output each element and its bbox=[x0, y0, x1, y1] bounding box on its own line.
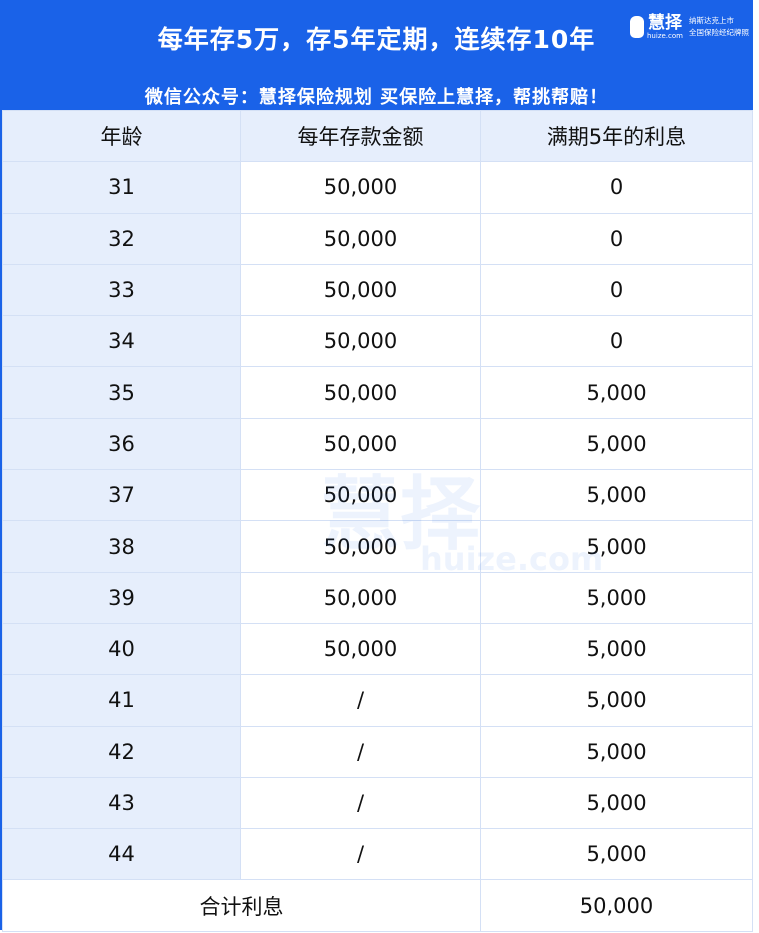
interest-cell: 5,000 bbox=[480, 571, 753, 624]
deposit-cell: 50,000 bbox=[240, 571, 481, 624]
table-row: 31 50,000 0 bbox=[2, 161, 753, 214]
interest-cell: 5,000 bbox=[480, 520, 753, 573]
logo-tag-1: 纳斯达克上市 bbox=[688, 16, 734, 25]
age-cell: 33 bbox=[2, 263, 241, 317]
table-row: 38 50,000 5,000 bbox=[2, 520, 753, 573]
logo-tag-2: 全国保险经纪牌照 bbox=[688, 28, 749, 37]
interest-cell: 5,000 bbox=[480, 417, 753, 471]
age-cell: 44 bbox=[2, 828, 241, 881]
age-cell: 34 bbox=[2, 315, 241, 368]
interest-cell: 0 bbox=[480, 212, 753, 265]
deposit-cell: / bbox=[240, 828, 481, 881]
logo: 慧择 huize.com 纳斯达克上市 全国保险经纪牌照 bbox=[630, 14, 749, 40]
deposit-cell: 50,000 bbox=[240, 315, 481, 368]
deposit-cell: 50,000 bbox=[240, 212, 481, 265]
age-cell: 37 bbox=[2, 469, 241, 522]
table-row: 37 50,000 5,000 bbox=[2, 469, 753, 522]
age-cell: 31 bbox=[2, 161, 241, 214]
age-cell: 42 bbox=[2, 725, 241, 778]
age-cell: 36 bbox=[2, 417, 241, 471]
age-cell: 43 bbox=[2, 776, 241, 830]
interest-cell: 0 bbox=[480, 161, 753, 214]
deposit-cell: 50,000 bbox=[240, 417, 481, 471]
subtitle: 微信公众号：慧择保险规划 买保险上慧择，帮挑帮赔！ bbox=[144, 87, 609, 108]
table-row: 35 50,000 5,000 bbox=[2, 366, 753, 419]
table-row: 34 50,000 0 bbox=[2, 315, 753, 368]
age-cell: 41 bbox=[2, 674, 241, 727]
header-row: 年龄 每年存款金额 满期5年的利息 bbox=[2, 109, 753, 163]
age-cell: 40 bbox=[2, 622, 241, 676]
page-title: 每年存5万，存5年定期，连续存10年 bbox=[157, 25, 596, 54]
mascot-icon bbox=[630, 16, 644, 38]
total-row: 合计利息 50,000 bbox=[2, 879, 753, 932]
column-header-interest: 满期5年的利息 bbox=[480, 109, 753, 163]
interest-cell: 0 bbox=[480, 315, 753, 368]
interest-cell: 5,000 bbox=[480, 828, 753, 881]
deposit-cell: 50,000 bbox=[240, 622, 481, 676]
deposit-cell: / bbox=[240, 776, 481, 830]
interest-cell: 5,000 bbox=[480, 674, 753, 727]
table-row: 36 50,000 5,000 bbox=[2, 417, 753, 471]
column-header-deposit: 每年存款金额 bbox=[240, 109, 481, 163]
table-row: 43/5,000 bbox=[2, 776, 753, 830]
deposit-cell: 50,000 bbox=[240, 520, 481, 573]
deposit-cell: / bbox=[240, 725, 481, 778]
deposit-cell: 50,000 bbox=[240, 469, 481, 522]
deposit-cell: 50,000 bbox=[240, 366, 481, 419]
logo-domain: huize.com bbox=[647, 32, 683, 40]
total-value: 50,000 bbox=[480, 879, 753, 932]
table-row: 41/5,000 bbox=[2, 674, 753, 727]
table-row: 33 50,000 0 bbox=[2, 263, 753, 317]
deposit-cell: 50,000 bbox=[240, 263, 481, 317]
table-row: 39 50,000 5,000 bbox=[2, 571, 753, 624]
age-cell: 39 bbox=[2, 571, 241, 624]
interest-cell: 5,000 bbox=[480, 366, 753, 419]
age-cell: 35 bbox=[2, 366, 241, 419]
total-label: 合计利息 bbox=[2, 879, 481, 932]
table-row: 40 50,000 5,000 bbox=[2, 622, 753, 676]
interest-cell: 5,000 bbox=[480, 469, 753, 522]
interest-cell: 5,000 bbox=[480, 622, 753, 676]
interest-table: 年龄 每年存款金额 满期5年的利息 31 50,000 0 32 50,000 0 33 50… bbox=[2, 109, 753, 932]
table-row: 42/5,000 bbox=[2, 725, 753, 778]
table-row: 44/5,000 bbox=[2, 828, 753, 881]
interest-cell: 5,000 bbox=[480, 776, 753, 830]
logo-name: 慧择 bbox=[647, 13, 682, 33]
age-cell: 32 bbox=[2, 212, 241, 265]
deposit-cell: 50,000 bbox=[240, 161, 481, 214]
table-row: 32 50,000 0 bbox=[2, 212, 753, 265]
age-cell: 38 bbox=[2, 520, 241, 573]
interest-cell: 5,000 bbox=[480, 725, 753, 778]
deposit-cell: / bbox=[240, 674, 481, 727]
column-header-age: 年龄 bbox=[2, 109, 241, 163]
interest-cell: 0 bbox=[480, 263, 753, 317]
